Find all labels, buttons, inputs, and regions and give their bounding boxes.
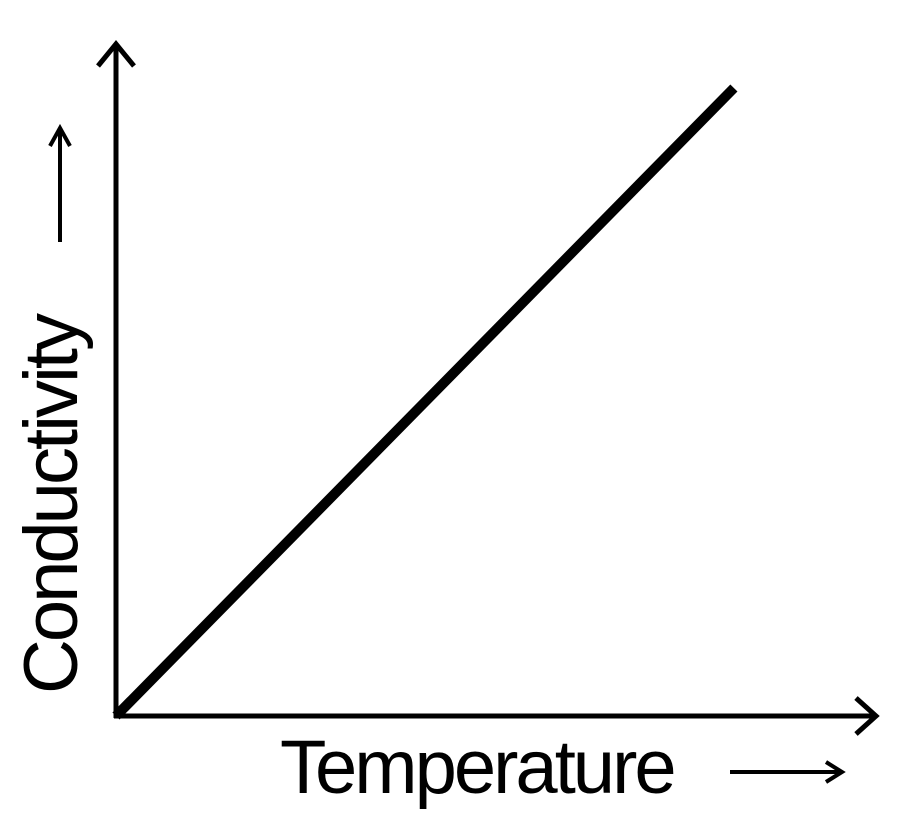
y-axis-arrowhead <box>96 40 136 68</box>
y-axis-label-arrow <box>48 123 72 242</box>
plot-area <box>112 84 738 720</box>
y-axis-label: Conductivity <box>9 313 94 694</box>
x-axis-label: Temperature <box>280 725 674 810</box>
x-axis-arrowhead <box>854 696 880 736</box>
series-line-0 <box>112 84 738 720</box>
x-axis-label-arrow <box>730 760 846 784</box>
